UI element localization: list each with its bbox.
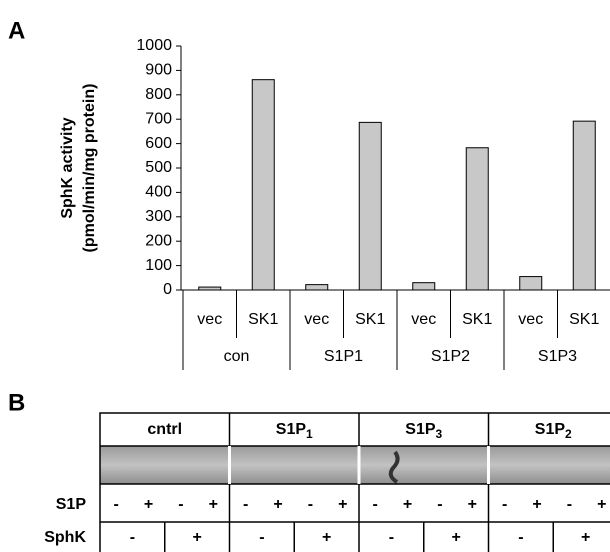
- column-header-text: S1P: [535, 421, 566, 438]
- cell-sign: +: [144, 496, 153, 513]
- cell-sign: -: [389, 529, 394, 546]
- x-tick-label: SK1: [248, 311, 278, 328]
- column-header-sub: 2: [565, 427, 572, 441]
- row-label: SphK: [44, 529, 86, 546]
- bar: [412, 282, 436, 291]
- column-header-sub: 1: [306, 427, 313, 441]
- blot-image: [100, 446, 610, 484]
- column-header: S1P3: [405, 421, 442, 441]
- y-tick-label: 1000: [136, 37, 172, 54]
- bar: [465, 147, 489, 291]
- cell-sign: -: [259, 529, 264, 546]
- panel-label: B: [8, 389, 25, 416]
- panel-label: A: [8, 17, 25, 44]
- blot-smudge: [388, 450, 400, 484]
- cell-sign: -: [178, 496, 183, 513]
- cell-sign: +: [451, 529, 460, 546]
- x-tick-label: SK1: [462, 311, 492, 328]
- x-tick-label: SK1: [569, 311, 599, 328]
- y-tick-label: 0: [163, 281, 172, 298]
- y-tick-label: 900: [145, 62, 172, 79]
- y-tick-label: 300: [145, 208, 172, 225]
- y-axis-title: SphK activity (pmol/min/mg protein): [59, 84, 98, 253]
- y-tick-label: 600: [145, 135, 172, 152]
- column-header: cntrl: [147, 421, 182, 438]
- y-axis-title-line: SphK activity: [59, 117, 76, 218]
- group-label: S1P3: [538, 348, 577, 365]
- x-tick-label: vec: [518, 311, 543, 328]
- cell-sign: +: [338, 496, 347, 513]
- column-header-text: S1P: [405, 421, 436, 438]
- cell-sign: -: [437, 496, 442, 513]
- x-tick-label: vec: [304, 311, 329, 328]
- table-border: [99, 412, 610, 552]
- column-header: S1P1: [276, 421, 313, 441]
- cell-sign: +: [192, 529, 201, 546]
- y-axis-title-line: (pmol/min/mg protein): [81, 84, 98, 253]
- bar: [519, 276, 543, 291]
- group-label: con: [224, 348, 250, 365]
- bar: [251, 79, 275, 291]
- column-header-text: S1P: [276, 421, 307, 438]
- y-tick-label: 700: [145, 110, 172, 127]
- cell-sign: +: [403, 496, 412, 513]
- cell-sign: -: [308, 496, 313, 513]
- x-tick-label: vec: [411, 311, 436, 328]
- y-tick-label: 400: [145, 184, 172, 201]
- cell-sign: +: [597, 496, 606, 513]
- bar: [358, 121, 382, 291]
- y-tick-label: 100: [145, 257, 172, 274]
- column-header-text: cntrl: [147, 421, 182, 438]
- cell-sign: +: [532, 496, 541, 513]
- cell-sign: +: [322, 529, 331, 546]
- cell-sign: +: [209, 496, 218, 513]
- bar: [572, 120, 596, 291]
- cell-sign: +: [581, 529, 590, 546]
- bar: [305, 284, 329, 291]
- row-label: S1P: [56, 496, 87, 513]
- cell-sign: +: [468, 496, 477, 513]
- x-tick-label: SK1: [355, 311, 385, 328]
- cell-sign: -: [130, 529, 135, 546]
- cell-sign: +: [273, 496, 282, 513]
- cell-sign: -: [518, 529, 523, 546]
- column-header: S1P2: [535, 421, 572, 441]
- cell-sign: -: [243, 496, 248, 513]
- y-tick-label: 800: [145, 86, 172, 103]
- y-tick-label: 200: [145, 232, 172, 249]
- cell-sign: -: [114, 496, 119, 513]
- cell-sign: -: [502, 496, 507, 513]
- cell-sign: -: [373, 496, 378, 513]
- cell-sign: -: [567, 496, 572, 513]
- group-label: S1P1: [324, 348, 363, 365]
- x-tick-label: vec: [197, 311, 222, 328]
- column-header-sub: 3: [436, 427, 443, 441]
- y-tick-label: 500: [145, 159, 172, 176]
- group-label: S1P2: [431, 348, 470, 365]
